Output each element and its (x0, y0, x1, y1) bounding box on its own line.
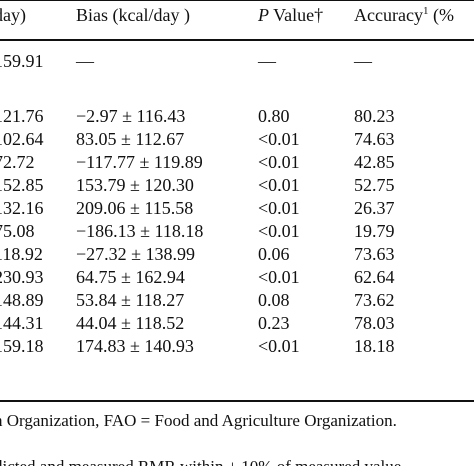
cell-accuracy: 62.64 (354, 267, 395, 287)
cell-p-value: 0.08 (258, 290, 290, 310)
table-row: 159.91 — — — (0, 52, 474, 74)
cell-p-value: <0.01 (258, 336, 300, 356)
table-row: 102.64 83.05 ± 112.67 <0.01 74.63 (0, 130, 474, 152)
footnote-accuracy-definition: dicted and measured RMR within ± 10% of … (0, 457, 402, 476)
cell-sd: 159.91 (0, 51, 44, 71)
cell-sd: 102.64 (0, 129, 44, 149)
cell-accuracy: 42.85 (354, 152, 395, 172)
header-p-rest: Value† (269, 5, 324, 25)
cell-p-value: — (258, 51, 276, 71)
cell-p-value: 0.80 (258, 106, 290, 126)
header-bias: Bias (kcal/day ) (76, 5, 190, 25)
cell-bias: 44.04 ± 118.52 (76, 313, 185, 333)
table-row: 230.93 64.75 ± 162.94 <0.01 62.64 (0, 268, 474, 290)
table-row: 152.85 153.79 ± 120.30 <0.01 52.75 (0, 176, 474, 198)
cell-accuracy: 73.62 (354, 290, 395, 310)
header-p-value: P Value† (258, 6, 323, 24)
header-accuracy-sup: 1 (422, 5, 429, 17)
cell-bias: −2.97 ± 116.43 (76, 106, 186, 126)
cell-sd: 121.76 (0, 106, 44, 126)
cell-bias: −186.13 ± 118.18 (76, 221, 204, 241)
cell-p-value: <0.01 (258, 198, 300, 218)
cell-bias: — (76, 51, 94, 71)
cell-bias: −27.32 ± 138.99 (76, 244, 196, 264)
table-row: 118.92 −27.32 ± 138.99 0.06 73.63 (0, 245, 474, 267)
cell-accuracy: 78.03 (354, 313, 395, 333)
cell-bias: 209.06 ± 115.58 (76, 198, 194, 218)
header-col1: day) (0, 5, 26, 25)
header-accuracy-tail: (% (428, 5, 454, 25)
table-bottom-rule (0, 400, 474, 402)
cell-p-value: <0.01 (258, 152, 300, 172)
cell-bias: 83.05 ± 112.67 (76, 129, 185, 149)
table-row: 144.31 44.04 ± 118.52 0.23 78.03 (0, 314, 474, 336)
cell-accuracy: 18.18 (354, 336, 395, 356)
header-p-letter: P (258, 5, 269, 25)
cell-p-value: <0.01 (258, 267, 300, 287)
cell-accuracy: 73.63 (354, 244, 395, 264)
cell-bias: 153.79 ± 120.30 (76, 175, 194, 195)
cell-accuracy: 26.37 (354, 198, 395, 218)
table-top-rule (0, 0, 474, 1)
header-rule (0, 39, 474, 41)
cell-sd: 75.08 (0, 221, 35, 241)
cell-p-value: <0.01 (258, 129, 300, 149)
cell-sd: 144.31 (0, 313, 44, 333)
cell-bias: 64.75 ± 162.94 (76, 267, 185, 287)
cell-p-value: <0.01 (258, 221, 300, 241)
table-row: 148.89 53.84 ± 118.27 0.08 73.62 (0, 291, 474, 313)
table-row: 72.72 −117.77 ± 119.89 <0.01 42.85 (0, 153, 474, 175)
table-row: 132.16 209.06 ± 115.58 <0.01 26.37 (0, 199, 474, 221)
cell-sd: 132.16 (0, 198, 44, 218)
cell-p-value: 0.23 (258, 313, 290, 333)
cell-accuracy: 80.23 (354, 106, 395, 126)
table-row: 121.76 −2.97 ± 116.43 0.80 80.23 (0, 107, 474, 129)
header-accuracy: Accuracy1 (% (354, 5, 454, 25)
cell-sd: 118.92 (0, 244, 43, 264)
table-row: 159.18 174.83 ± 140.93 <0.01 18.18 (0, 337, 474, 359)
cell-accuracy: 19.79 (354, 221, 395, 241)
cell-accuracy: 74.63 (354, 129, 395, 149)
cell-sd: 152.85 (0, 175, 44, 195)
cell-sd: 159.18 (0, 336, 44, 356)
footnote-abbreviations: h Organization, FAO = Food and Agricultu… (0, 411, 397, 430)
cell-bias: 53.84 ± 118.27 (76, 290, 185, 310)
cell-p-value: <0.01 (258, 175, 300, 195)
cell-sd: 72.72 (0, 152, 35, 172)
cell-sd: 148.89 (0, 290, 44, 310)
table-row: 75.08 −186.13 ± 118.18 <0.01 19.79 (0, 222, 474, 244)
cell-bias: 174.83 ± 140.93 (76, 336, 194, 356)
header-accuracy-label: Accuracy (354, 5, 423, 25)
cell-sd: 230.93 (0, 267, 44, 287)
cell-bias: −117.77 ± 119.89 (76, 152, 203, 172)
cell-accuracy: 52.75 (354, 175, 395, 195)
cell-p-value: 0.06 (258, 244, 290, 264)
cell-accuracy: — (354, 51, 372, 71)
